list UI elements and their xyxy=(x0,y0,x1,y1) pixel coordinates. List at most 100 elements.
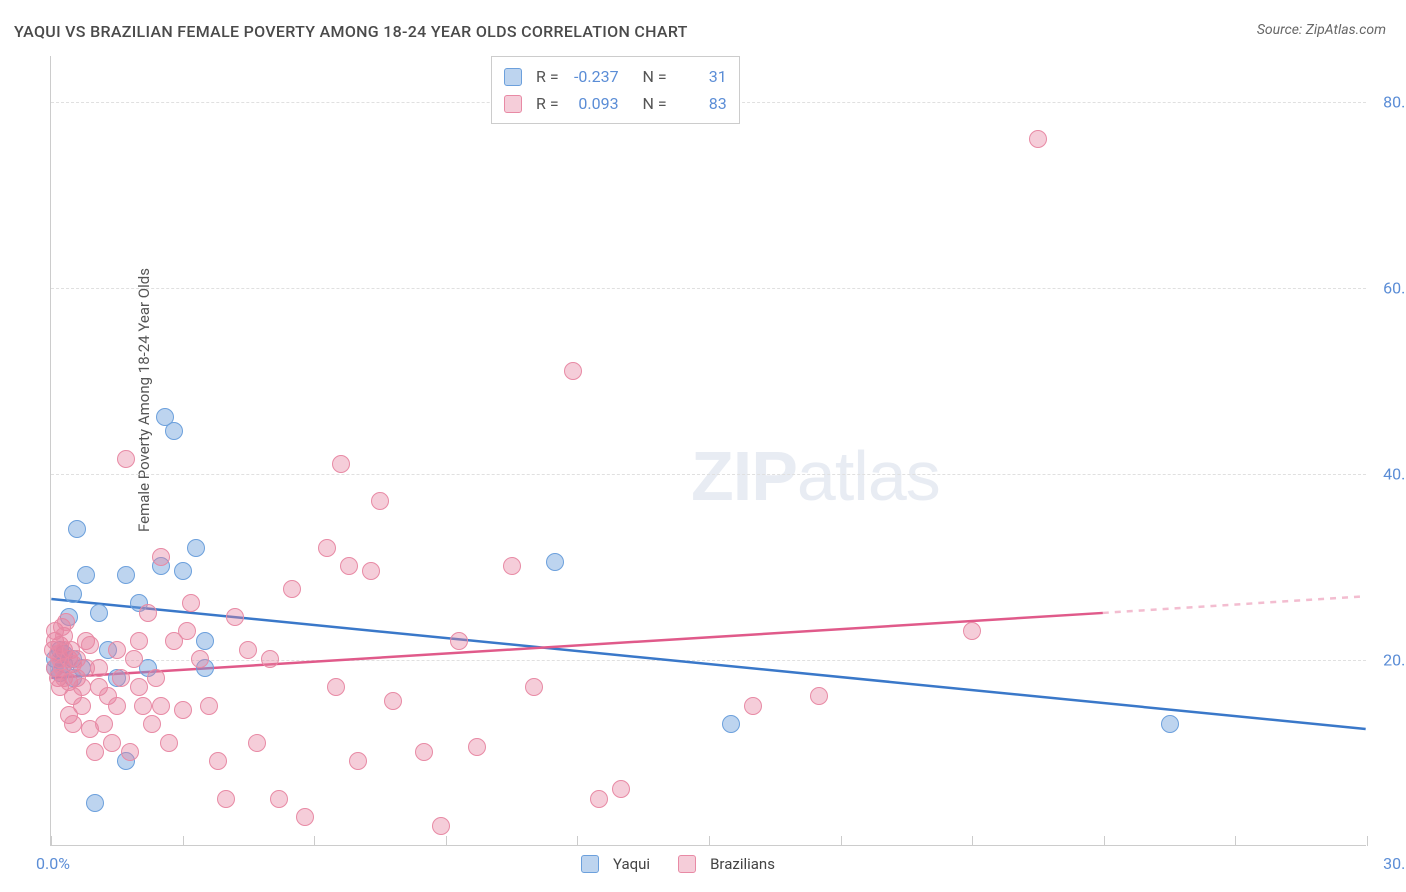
data-point xyxy=(117,450,135,468)
data-point xyxy=(415,743,433,761)
legend-item: Brazilians xyxy=(678,855,775,873)
x-tick-max: 30.0% xyxy=(1383,854,1406,873)
data-point xyxy=(546,553,564,571)
stats-r-label: R = xyxy=(536,63,559,90)
data-point xyxy=(564,362,582,380)
stats-row-brazilians: R = 0.093 N = 83 xyxy=(504,90,727,117)
data-point xyxy=(125,650,143,668)
data-point xyxy=(86,743,104,761)
data-point xyxy=(468,738,486,756)
stats-n-yaqui: 31 xyxy=(675,63,727,90)
data-point xyxy=(332,455,350,473)
y-tick-label: 40.0% xyxy=(1371,465,1406,484)
legend-swatch-brazilians xyxy=(504,95,522,113)
data-point xyxy=(182,594,200,612)
data-point xyxy=(503,557,521,575)
data-point xyxy=(187,539,205,557)
grid-line xyxy=(51,474,1366,475)
data-point xyxy=(349,752,367,770)
data-point xyxy=(362,562,380,580)
y-tick-label: 20.0% xyxy=(1371,651,1406,670)
data-point xyxy=(165,422,183,440)
data-point xyxy=(130,678,148,696)
x-tick xyxy=(51,836,52,846)
stats-n-label: N = xyxy=(643,63,667,90)
data-point xyxy=(384,692,402,710)
data-point xyxy=(722,715,740,733)
x-tick xyxy=(709,836,710,846)
legend-label: Yaqui xyxy=(613,855,650,873)
data-point xyxy=(64,585,82,603)
legend-label: Brazilians xyxy=(710,855,775,873)
y-tick-label: 80.0% xyxy=(1371,93,1406,112)
data-point xyxy=(108,697,126,715)
y-tick-label: 60.0% xyxy=(1371,279,1406,298)
data-point xyxy=(200,697,218,715)
stats-n-brazilians: 83 xyxy=(675,90,727,117)
data-point xyxy=(340,557,358,575)
x-tick xyxy=(841,836,842,846)
data-point xyxy=(191,650,209,668)
data-point xyxy=(810,687,828,705)
data-point xyxy=(1161,715,1179,733)
legend-swatch xyxy=(678,855,696,873)
source-label: Source: ZipAtlas.com xyxy=(1257,22,1386,38)
x-tick xyxy=(446,836,447,846)
data-point xyxy=(147,669,165,687)
data-point xyxy=(90,604,108,622)
data-point xyxy=(77,566,95,584)
data-point xyxy=(64,715,82,733)
data-point xyxy=(371,492,389,510)
data-point xyxy=(217,790,235,808)
chart-title: YAQUI VS BRAZILIAN FEMALE POVERTY AMONG … xyxy=(14,22,688,41)
stats-row-yaqui: R = -0.237 N = 31 xyxy=(504,63,727,90)
data-point xyxy=(73,697,91,715)
data-point xyxy=(73,678,91,696)
watermark-zip: ZIP xyxy=(691,437,797,515)
data-point xyxy=(196,632,214,650)
data-point xyxy=(108,641,126,659)
legend-swatch xyxy=(581,855,599,873)
data-point xyxy=(112,669,130,687)
data-point xyxy=(134,697,152,715)
data-point xyxy=(68,520,86,538)
data-point xyxy=(121,743,139,761)
data-point xyxy=(209,752,227,770)
data-point xyxy=(248,734,266,752)
data-point xyxy=(963,622,981,640)
stats-legend: R = -0.237 N = 31 R = 0.093 N = 83 xyxy=(491,56,740,124)
data-point xyxy=(239,641,257,659)
x-tick xyxy=(972,836,973,846)
x-tick xyxy=(1235,836,1236,846)
data-point xyxy=(1029,130,1047,148)
data-point xyxy=(525,678,543,696)
data-point xyxy=(152,697,170,715)
x-tick xyxy=(1367,836,1368,846)
data-point xyxy=(450,632,468,650)
data-point xyxy=(152,548,170,566)
grid-line xyxy=(51,660,1366,661)
legend-item: Yaqui xyxy=(581,855,650,873)
data-point xyxy=(296,808,314,826)
data-point xyxy=(117,566,135,584)
stats-r-label: R = xyxy=(536,90,559,117)
data-point xyxy=(90,659,108,677)
data-point xyxy=(283,580,301,598)
x-tick xyxy=(577,836,578,846)
legend-swatch-yaqui xyxy=(504,68,522,86)
data-point xyxy=(139,604,157,622)
x-tick xyxy=(183,836,184,846)
data-point xyxy=(590,790,608,808)
data-point xyxy=(612,780,630,798)
data-point xyxy=(103,734,121,752)
stats-r-yaqui: -0.237 xyxy=(567,63,619,90)
watermark: ZIPatlas xyxy=(691,436,940,516)
data-point xyxy=(270,790,288,808)
data-point xyxy=(226,608,244,626)
plot-area: ZIPatlas R = -0.237 N = 31 R = 0.093 N =… xyxy=(50,56,1366,846)
data-point xyxy=(57,613,75,631)
data-point xyxy=(744,697,762,715)
data-point xyxy=(327,678,345,696)
grid-line xyxy=(51,288,1366,289)
data-point xyxy=(160,734,178,752)
